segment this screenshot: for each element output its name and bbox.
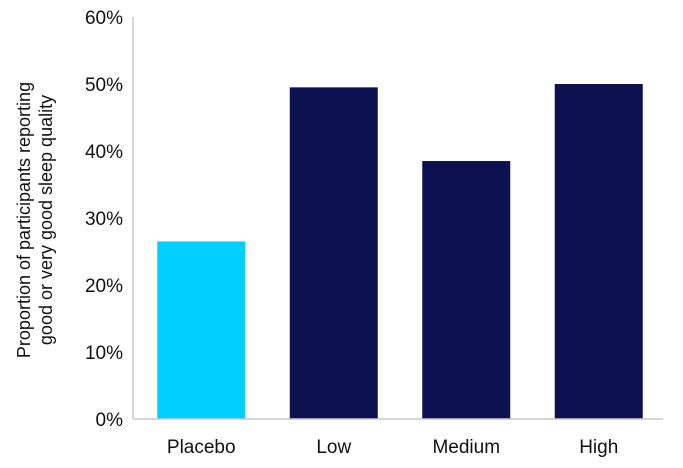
y-tick-label: 60%: [85, 8, 123, 29]
y-tick-label: 20%: [85, 276, 123, 297]
x-tick-label: Placebo: [167, 437, 236, 458]
y-axis-title-line-1: Proportion of participants reporting: [14, 82, 34, 358]
bar-low: [289, 87, 378, 419]
y-axis-ticks: 0% 10% 20% 30% 40% 50% 60%: [85, 8, 123, 431]
x-axis-labels: Placebo Low Medium High: [167, 437, 618, 458]
y-tick-label: 30%: [85, 209, 123, 230]
bar-medium: [422, 161, 511, 420]
y-tick-label: 0%: [96, 410, 124, 431]
bar-placebo: [157, 241, 246, 419]
bar-high: [554, 84, 643, 419]
y-axis-title-line-2: good or very good sleep quality: [36, 95, 56, 345]
y-tick-label: 40%: [85, 142, 123, 163]
x-tick-label: Low: [316, 437, 351, 458]
x-tick-label: High: [579, 437, 618, 458]
y-tick-label: 10%: [85, 343, 123, 364]
bars: [157, 84, 643, 420]
y-axis-title: Proportion of participants reporting goo…: [14, 82, 56, 358]
y-tick-label: 50%: [85, 75, 123, 96]
x-tick-label: Medium: [432, 437, 500, 458]
